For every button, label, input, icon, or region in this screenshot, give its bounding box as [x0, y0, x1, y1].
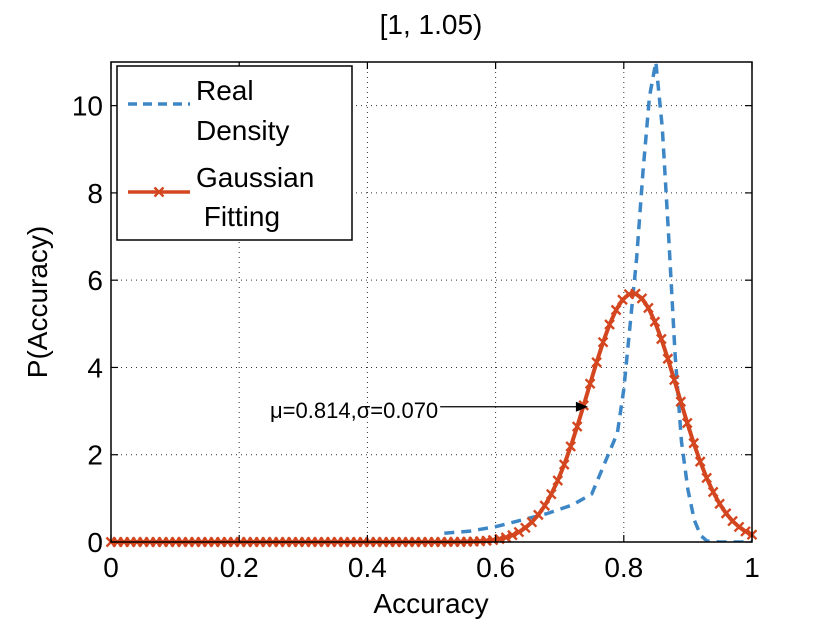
data-point-gaussian-fitting: [681, 417, 693, 429]
x-tick-label: 1: [744, 552, 760, 583]
y-tick-label: 0: [87, 527, 103, 558]
data-point-gaussian-fitting: [500, 532, 512, 543]
y-tick-label: 2: [87, 440, 103, 471]
legend: Real Density Gaussian Fitting: [116, 65, 353, 241]
data-point-gaussian-fitting: [707, 486, 719, 498]
y-tick-label: 8: [87, 178, 103, 209]
data-point-gaussian-fitting: [597, 336, 609, 348]
data-point-gaussian-fitting: [584, 378, 596, 390]
data-point-gaussian-fitting: [649, 316, 661, 328]
data-point-gaussian-fitting: [532, 509, 544, 521]
data-point-gaussian-fitting: [714, 498, 725, 510]
legend-label-gaussian-fitting-line2: Fitting: [196, 201, 280, 232]
data-point-gaussian-fitting: [688, 437, 700, 449]
data-point-gaussian-fitting: [662, 353, 674, 365]
data-point-gaussian-fitting: [507, 529, 518, 541]
y-tick-label: 4: [87, 352, 103, 383]
data-point-gaussian-fitting: [513, 526, 525, 538]
data-point-gaussian-fitting: [668, 374, 680, 386]
data-point-gaussian-fitting: [656, 333, 667, 345]
y-tick-label: 6: [87, 265, 103, 296]
annotation-arrowhead: [575, 401, 588, 412]
data-point-gaussian-fitting: [552, 475, 564, 486]
data-point-gaussian-fitting: [733, 521, 745, 533]
data-point-gaussian-fitting: [591, 356, 602, 368]
data-point-gaussian-fitting: [565, 441, 577, 452]
grid-layer: [111, 62, 752, 542]
annotation-text: μ=0.814,σ=0.070: [270, 398, 438, 423]
plot-frame: [110, 61, 753, 543]
data-point-gaussian-fitting: [610, 304, 622, 316]
legend-marker-gaussian-fitting: [153, 186, 165, 198]
x-tick-label: 0.4: [348, 552, 387, 583]
data-point-gaussian-fitting: [643, 302, 654, 314]
x-tick-label: 0.8: [604, 552, 643, 583]
data-point-gaussian-fitting: [636, 293, 648, 304]
data-point-gaussian-fitting: [545, 488, 557, 500]
legend-label-real-density-line2: Density: [196, 115, 289, 146]
chart-title: [1, 1.05): [380, 9, 483, 40]
x-tick-label: 0: [103, 552, 119, 583]
data-point-gaussian-fitting: [604, 319, 615, 330]
x-tick-label: 0.6: [476, 552, 515, 583]
data-point-gaussian-fitting: [701, 472, 713, 484]
data-point-gaussian-fitting: [694, 456, 706, 467]
y-tick-label: 10: [72, 91, 103, 122]
legend-marker-x: [153, 186, 165, 198]
data-point-gaussian-fitting: [571, 421, 583, 432]
legend-box: [116, 65, 353, 241]
series-line-real-density: [444, 62, 752, 542]
legend-label-real-density-line1: Real: [196, 75, 254, 106]
data-point-gaussian-fitting: [539, 500, 551, 511]
data-point-gaussian-fitting: [675, 396, 687, 408]
data-point-gaussian-fitting: [558, 459, 570, 470]
x-axis-label: Accuracy: [373, 588, 488, 619]
data-point-gaussian-fitting: [630, 288, 641, 300]
x-tick-label: 0.2: [220, 552, 259, 583]
y-axis-label: P(Accuracy): [22, 226, 53, 378]
annotation: μ=0.814,σ=0.070: [270, 398, 588, 423]
data-point-gaussian-fitting: [740, 526, 751, 537]
legend-label-gaussian-fitting-line1: Gaussian: [196, 162, 314, 193]
